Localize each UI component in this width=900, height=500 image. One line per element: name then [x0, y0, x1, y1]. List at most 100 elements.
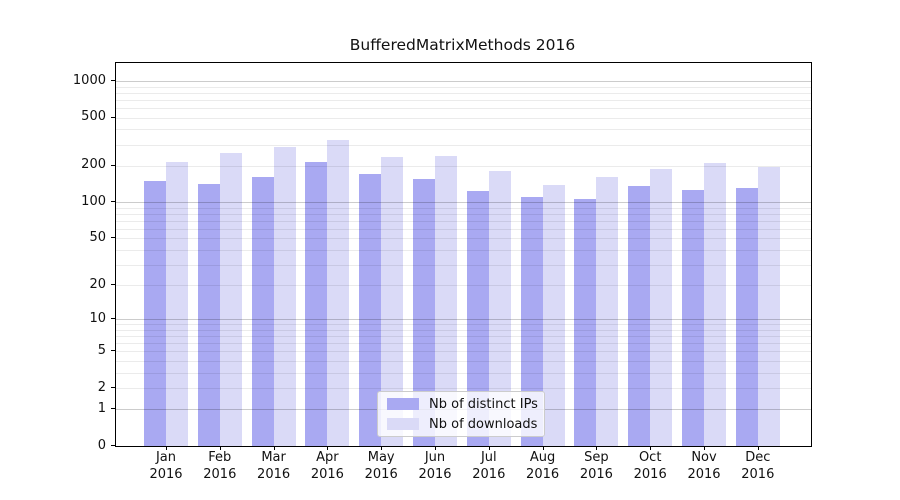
bar-distinct-ips-mar-2016 — [251, 177, 274, 446]
x-tick-label: Jan 2016 — [134, 449, 198, 483]
y-tick — [111, 201, 115, 203]
x-label-year: 2016 — [257, 467, 291, 482]
x-tick-label: Mar 2016 — [242, 449, 306, 483]
y-tick-label: 1 — [97, 400, 106, 416]
minor-gridline — [116, 165, 811, 167]
legend-item-distinct-ips: Nb of distinct IPs — [387, 396, 538, 412]
x-label-year: 2016 — [310, 467, 344, 482]
x-label-year: 2016 — [741, 467, 775, 482]
minor-gridline — [116, 264, 811, 266]
y-tick-label: 2 — [97, 379, 106, 395]
x-label-month: Oct — [638, 450, 662, 465]
minor-gridline — [116, 207, 811, 209]
minor-gridline — [116, 108, 811, 109]
bar-distinct-ips-may-2016 — [359, 174, 382, 446]
bar-distinct-ips-oct-2016 — [628, 186, 651, 446]
y-tick-label: 10 — [89, 310, 106, 326]
y-tick — [111, 350, 115, 352]
bar-distinct-ips-nov-2016 — [682, 190, 704, 446]
bar-distinct-ips-jul-2016 — [466, 190, 489, 446]
bar-distinct-ips-feb-2016 — [197, 183, 220, 446]
y-tick-label: 200 — [81, 157, 106, 173]
minor-gridline — [116, 372, 811, 374]
minor-gridline — [116, 249, 811, 251]
bar-distinct-ips-apr-2016 — [305, 161, 328, 446]
minor-gridline — [116, 144, 811, 146]
x-tick — [488, 446, 490, 450]
minor-gridline — [116, 99, 811, 101]
bar-downloads-jul-2016 — [488, 171, 511, 446]
x-tick-label: Sep 2016 — [564, 449, 628, 483]
minor-gridline — [116, 220, 811, 222]
minor-gridline — [116, 351, 811, 353]
bar-downloads-oct-2016 — [650, 168, 673, 446]
minor-gridline — [116, 324, 811, 326]
bar-distinct-ips-sep-2016 — [574, 198, 597, 446]
x-tick-label: Feb 2016 — [188, 449, 252, 483]
x-label-month: Jan — [155, 450, 177, 465]
x-tick — [219, 446, 221, 450]
x-label-year: 2016 — [472, 467, 506, 482]
x-tick — [542, 446, 544, 450]
legend-label-distinct-ips: Nb of distinct IPs — [429, 396, 538, 412]
bar-downloads-dec-2016 — [757, 167, 780, 446]
y-tick — [111, 408, 115, 410]
x-tick — [381, 446, 383, 450]
bar-downloads-jan-2016 — [166, 162, 188, 446]
x-label-month: Apr — [316, 450, 339, 465]
x-label-month: Aug — [529, 450, 556, 465]
bar-distinct-ips-dec-2016 — [735, 187, 758, 446]
x-label-year: 2016 — [633, 467, 667, 482]
x-label-month: Dec — [745, 450, 771, 465]
y-tick-label: 100 — [81, 193, 106, 209]
legend-label-downloads: Nb of downloads — [429, 416, 538, 432]
y-tick — [111, 116, 115, 118]
x-tick — [650, 446, 652, 450]
x-label-year: 2016 — [526, 467, 560, 482]
y-tick-label: 500 — [81, 109, 106, 125]
x-tick — [596, 446, 598, 450]
y-tick — [111, 164, 115, 166]
x-label-month: Sep — [584, 450, 609, 465]
y-tick — [111, 318, 115, 320]
bar-downloads-may-2016 — [381, 157, 404, 446]
y-tick-label: 20 — [89, 276, 106, 292]
minor-gridline — [116, 228, 811, 230]
x-tick — [273, 446, 275, 450]
minor-gridline — [116, 343, 811, 345]
major-gridline — [116, 319, 811, 321]
x-tick — [757, 446, 759, 450]
x-tick — [327, 446, 329, 450]
y-tick-label: 1000 — [72, 72, 106, 88]
x-tick — [166, 446, 167, 450]
x-label-year: 2016 — [364, 467, 398, 482]
x-tick-label: Nov 2016 — [672, 449, 736, 483]
minor-gridline — [116, 238, 811, 240]
bar-downloads-feb-2016 — [219, 153, 242, 446]
y-tick — [111, 284, 115, 286]
x-tick-label: Aug 2016 — [511, 449, 575, 483]
y-tick — [111, 387, 115, 388]
minor-gridline — [116, 117, 811, 119]
x-label-year: 2016 — [203, 467, 237, 482]
y-tick — [111, 445, 115, 446]
x-label-month: Feb — [208, 450, 232, 465]
major-gridline — [116, 81, 811, 82]
x-label-year: 2016 — [579, 467, 613, 482]
x-label-month: Jun — [424, 450, 446, 465]
bar-downloads-nov-2016 — [704, 163, 726, 446]
bar-downloads-aug-2016 — [542, 184, 565, 446]
x-tick — [435, 446, 436, 450]
x-label-year: 2016 — [687, 467, 721, 482]
minor-gridline — [116, 213, 811, 215]
x-tick-label: Apr 2016 — [295, 449, 359, 483]
legend-swatch-distinct-ips — [387, 398, 419, 410]
bar-downloads-sep-2016 — [596, 176, 619, 446]
minor-gridline — [116, 86, 811, 88]
x-label-month: Nov — [691, 450, 717, 465]
x-tick-label: Oct 2016 — [618, 449, 682, 483]
x-label-month: Jul — [480, 450, 497, 465]
bar-downloads-jun-2016 — [435, 155, 457, 446]
x-tick-label: Jul 2016 — [457, 449, 521, 483]
